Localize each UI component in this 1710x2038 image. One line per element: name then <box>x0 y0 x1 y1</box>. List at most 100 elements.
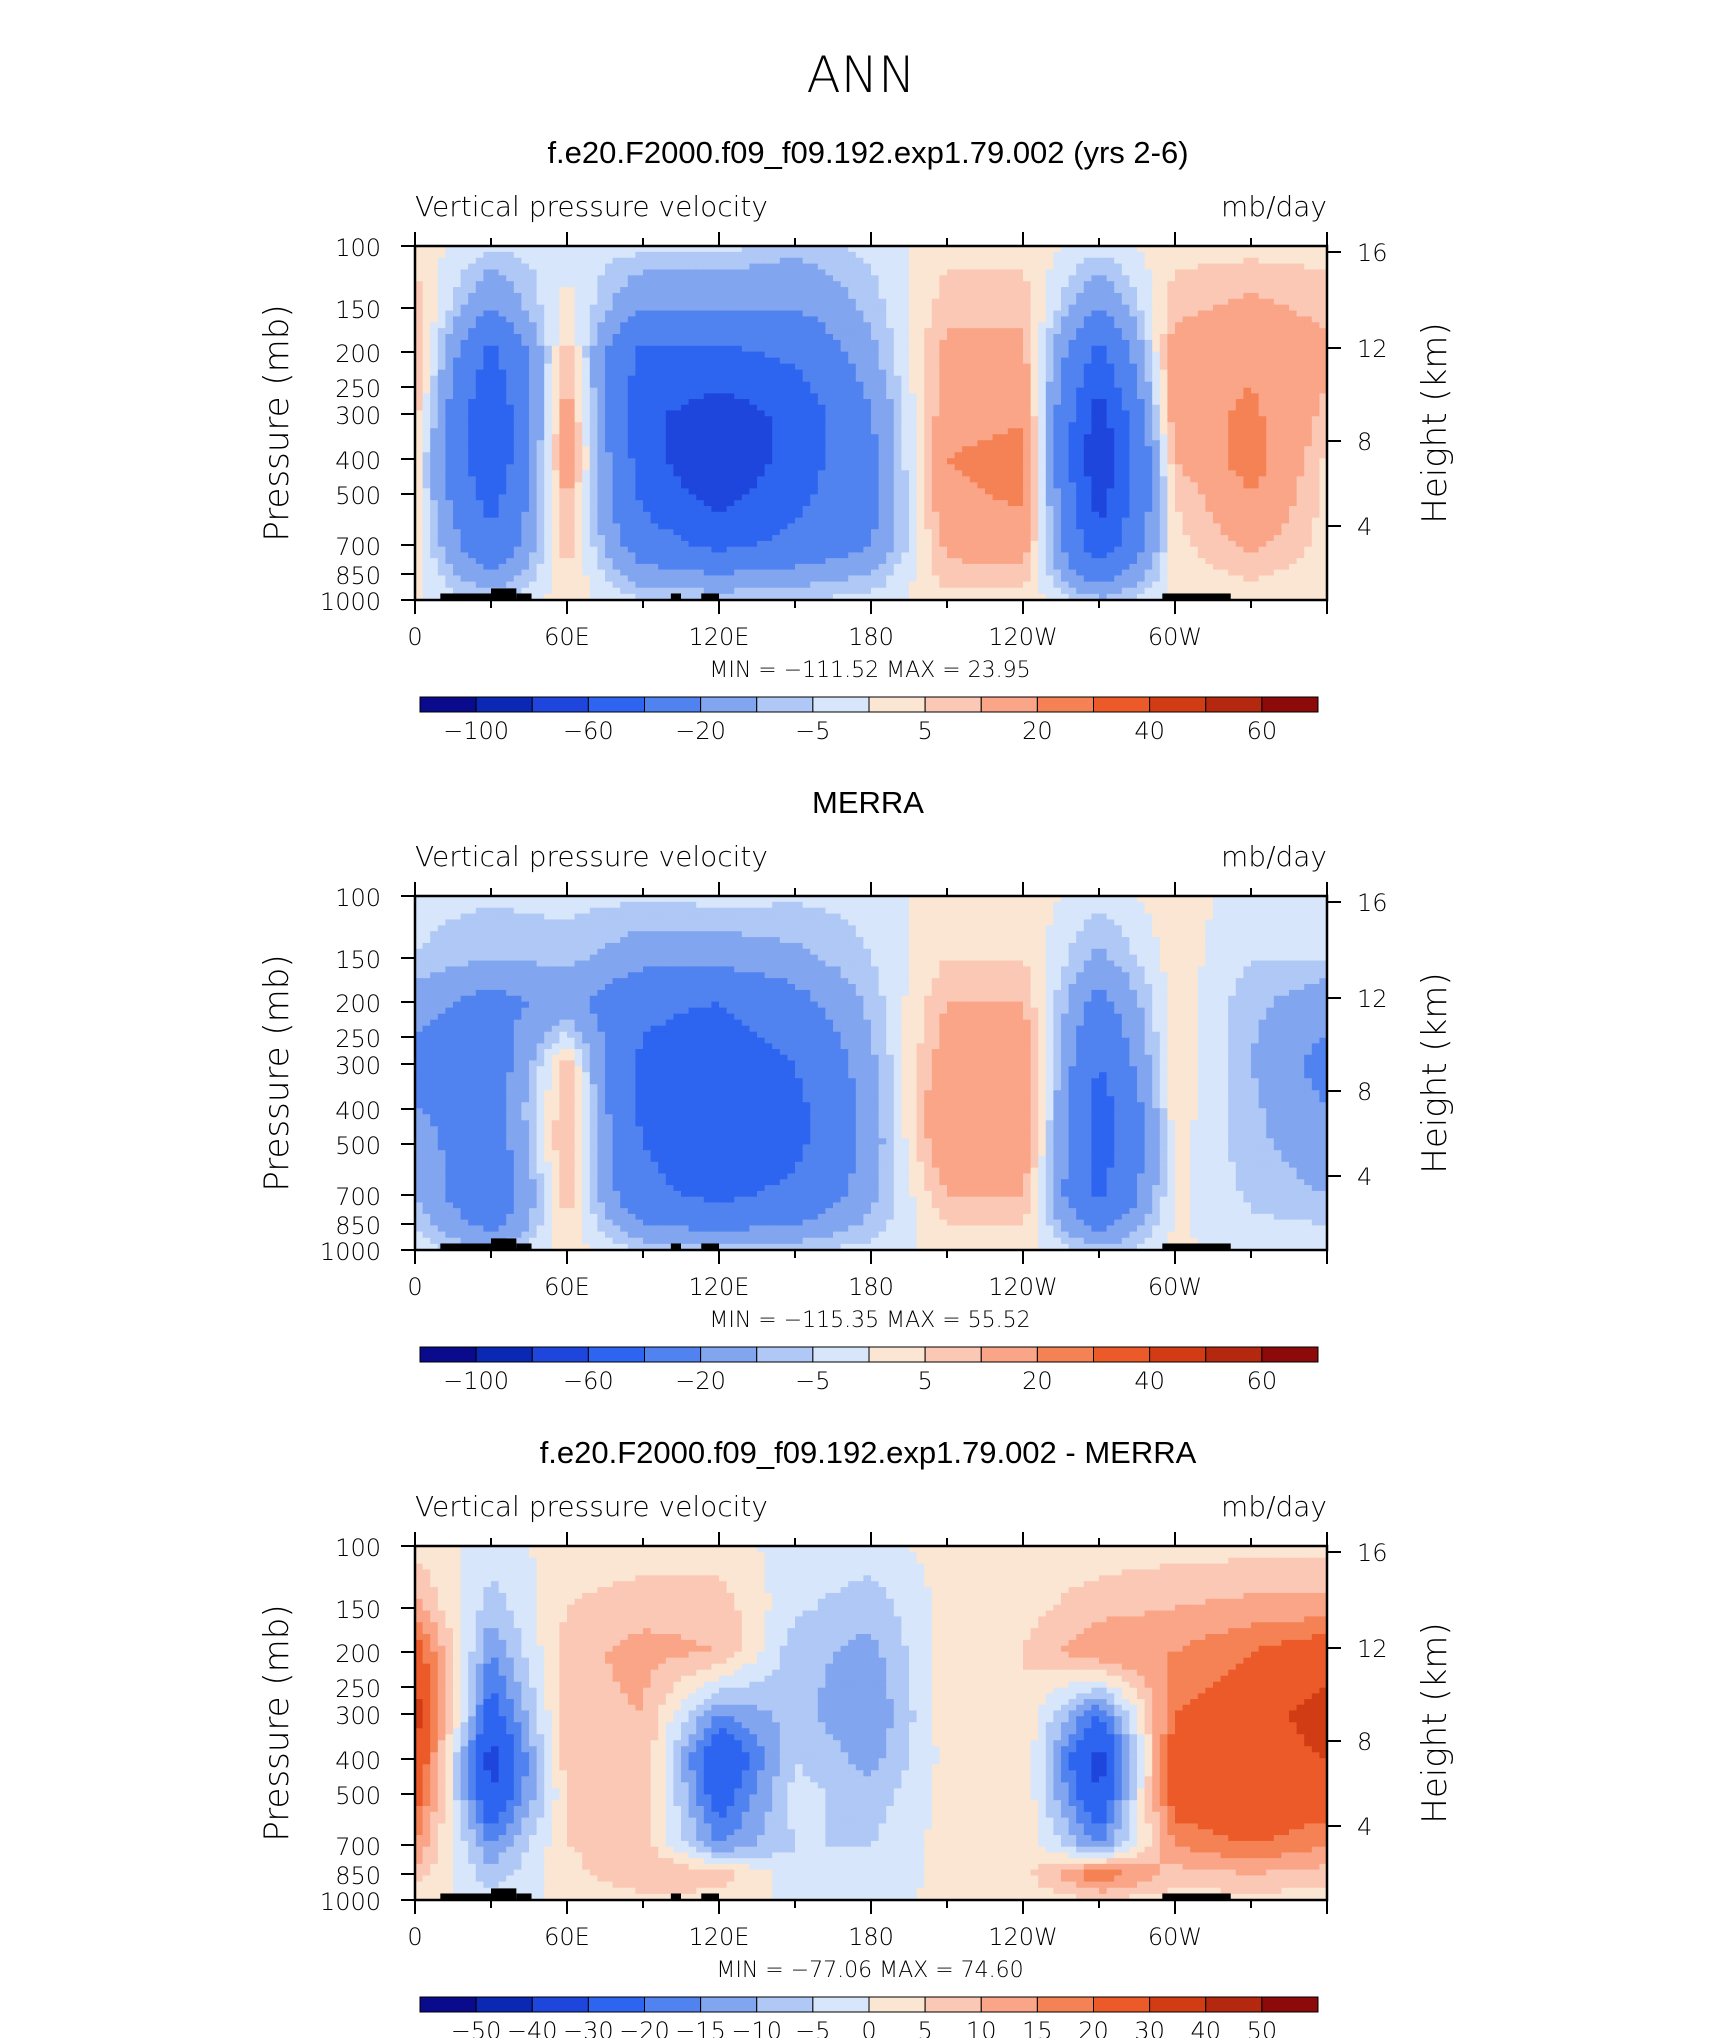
field-cell <box>605 464 614 471</box>
field-cell <box>1053 357 1062 365</box>
field-cell <box>627 476 636 483</box>
field-cell <box>681 357 690 365</box>
field-cell <box>559 416 568 423</box>
field-cell <box>521 328 530 335</box>
field-cell <box>1129 422 1138 429</box>
field-cell <box>430 304 439 312</box>
field-cell <box>795 246 804 253</box>
field-cell <box>627 440 636 447</box>
field-cell <box>1319 269 1328 276</box>
field-cell <box>992 322 1001 329</box>
field-cell <box>992 369 1001 377</box>
field-cell <box>1159 458 1168 465</box>
field-cell <box>1068 399 1077 406</box>
field-cell <box>1159 452 1168 459</box>
field-cell <box>529 434 538 441</box>
field-cell <box>536 375 545 383</box>
field-cell <box>536 416 545 423</box>
field-cell <box>422 416 431 423</box>
field-cell <box>1213 292 1222 300</box>
field-cell <box>947 440 956 447</box>
field-cell <box>453 275 462 282</box>
field-cell <box>871 416 880 423</box>
field-cell <box>855 304 864 312</box>
field-cell <box>962 328 971 335</box>
field-cell <box>1190 281 1199 288</box>
field-cell <box>1007 404 1016 412</box>
field-cell <box>1129 369 1138 377</box>
field-cell <box>589 316 598 323</box>
field-cell <box>544 440 553 447</box>
field-cell <box>513 434 522 441</box>
field-cell <box>855 351 864 359</box>
field-cell <box>855 334 864 341</box>
field-cell <box>1228 476 1237 483</box>
field-cell <box>916 387 925 394</box>
field-cell <box>620 292 629 300</box>
field-cell <box>437 416 446 423</box>
field-cell <box>779 387 788 394</box>
field-cell <box>741 334 750 341</box>
field-cell <box>855 257 864 265</box>
field-cell <box>977 345 986 353</box>
field-cell <box>498 446 507 453</box>
field-cell <box>1175 316 1184 323</box>
field-cell <box>430 428 439 435</box>
field-cell <box>726 263 735 271</box>
field-cell <box>1015 345 1024 353</box>
field-cell <box>1015 404 1024 412</box>
field-cell <box>1114 369 1123 377</box>
field-cell <box>1311 399 1320 406</box>
field-cell <box>1220 393 1229 400</box>
field-cell <box>764 357 773 365</box>
field-cell <box>1304 357 1313 365</box>
field-cell <box>574 393 583 400</box>
field-cell <box>673 381 682 389</box>
field-cell <box>931 482 940 489</box>
field-cell <box>1319 251 1328 259</box>
field-cell <box>1296 357 1305 365</box>
field-cell <box>1121 470 1130 477</box>
field-cell <box>840 316 849 323</box>
field-cell <box>878 458 887 465</box>
field-cell <box>1205 345 1214 353</box>
field-cell <box>779 275 788 282</box>
field-cell <box>453 322 462 329</box>
field-cell <box>1030 287 1039 294</box>
field-cell <box>1045 263 1054 271</box>
field-cell <box>886 269 895 276</box>
field-cell <box>985 369 994 377</box>
field-cell <box>665 310 674 318</box>
field-cell <box>475 375 484 383</box>
field-cell <box>825 339 834 347</box>
field-cell <box>529 476 538 483</box>
field-cell <box>954 369 963 377</box>
field-cell <box>498 339 507 347</box>
field-cell <box>673 476 682 483</box>
field-cell <box>513 482 522 489</box>
field-cell <box>734 381 743 389</box>
field-cell <box>1311 476 1320 483</box>
field-cell <box>1243 446 1252 453</box>
field-cell <box>1251 316 1260 323</box>
field-cell <box>536 281 545 288</box>
field-cell <box>939 292 948 300</box>
field-cell <box>1053 452 1062 459</box>
field-cell <box>1053 369 1062 377</box>
field-cell <box>544 357 553 365</box>
field-cell <box>665 404 674 412</box>
field-cell <box>1296 287 1305 294</box>
field-cell <box>597 464 606 471</box>
field-cell <box>977 440 986 447</box>
field-cell <box>886 328 895 335</box>
field-cell <box>787 399 796 406</box>
field-cell <box>1129 476 1138 483</box>
field-cell <box>415 393 424 400</box>
field-cell <box>962 410 971 417</box>
field-cell <box>863 434 872 441</box>
field-cell <box>825 464 834 471</box>
field-cell <box>703 381 712 389</box>
field-cell <box>787 446 796 453</box>
field-cell <box>643 287 652 294</box>
field-cell <box>1182 393 1191 400</box>
